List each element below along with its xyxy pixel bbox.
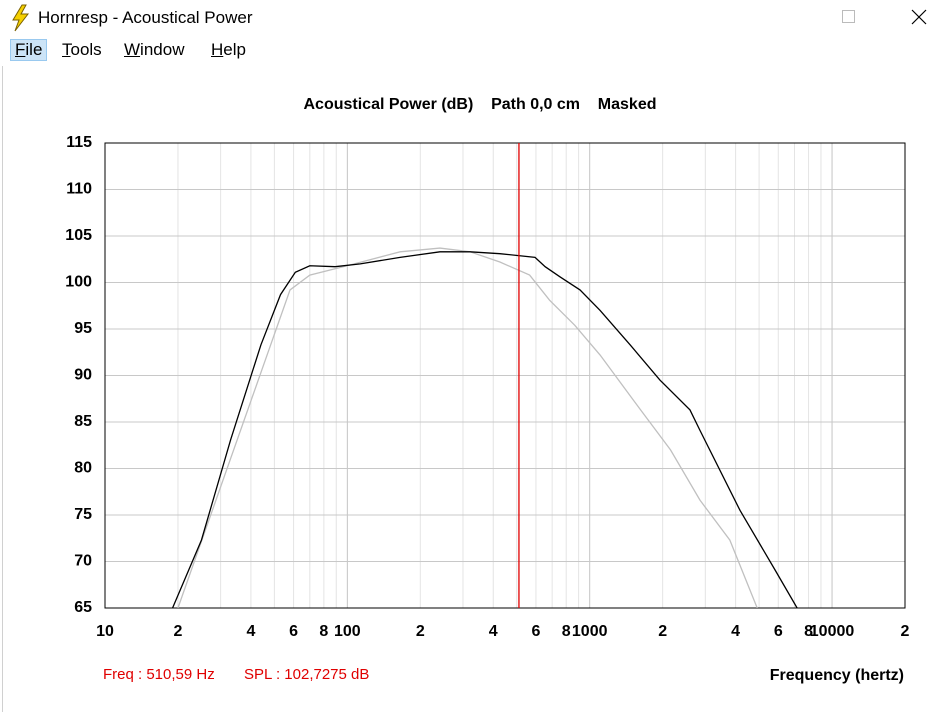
y-tick-label: 95 (74, 320, 92, 337)
response-curve (177, 247, 758, 608)
y-tick-label: 65 (74, 599, 92, 616)
menu-item[interactable]: Tools (62, 40, 102, 59)
x-tick-label: 8 (804, 623, 813, 640)
x-tick-label: 10 (96, 623, 114, 640)
x-tick-label: 4 (489, 623, 498, 640)
response-curve (171, 251, 798, 608)
chart-title: Acoustical Power (dB) Path 0,0 cm Masked (304, 96, 657, 113)
y-tick-label: 110 (66, 181, 92, 198)
y-tick-label: 105 (65, 227, 92, 244)
x-tick-label: 6 (531, 623, 540, 640)
menu-item[interactable]: Help (211, 40, 246, 59)
close-button[interactable] (911, 9, 927, 25)
x-tick-label: 6 (289, 623, 298, 640)
client-area (2, 66, 950, 712)
menu-item[interactable]: File (10, 39, 48, 61)
app-icon (12, 4, 30, 32)
x-tick-label: 2 (174, 623, 183, 640)
x-tick-label: 6 (774, 623, 783, 640)
menu-bar: File Tools Window Help (0, 36, 951, 64)
y-tick-label: 85 (74, 413, 92, 430)
x-tick-label: 2 (901, 623, 910, 640)
x-tick-label: 4 (246, 623, 255, 640)
window-controls (842, 9, 927, 25)
y-tick-label: 80 (74, 460, 92, 477)
x-tick-label: 1000 (572, 623, 608, 640)
status-freq: Freq : 510,59 Hz (103, 666, 215, 683)
x-tick-label: 10000 (810, 623, 855, 640)
title-bar: Hornresp - Acoustical Power (0, 0, 951, 36)
x-tick-label: 8 (562, 623, 571, 640)
x-tick-label: 4 (731, 623, 740, 640)
plot-series (171, 247, 798, 608)
y-tick-label: 115 (66, 134, 92, 151)
menu-item[interactable]: Window (124, 40, 185, 59)
x-tick-label: 100 (334, 623, 361, 640)
y-tick-label: 75 (74, 506, 92, 523)
x-tick-label: 2 (658, 623, 667, 640)
x-tick-label: 2 (416, 623, 425, 640)
y-tick-label: 90 (74, 367, 92, 384)
x-tick-label: 8 (319, 623, 328, 640)
y-tick-label: 70 (74, 553, 92, 570)
x-axis-label: Frequency (hertz) (770, 667, 904, 684)
plot-frame (104, 142, 906, 609)
window-title: Hornresp - Acoustical Power (38, 8, 253, 27)
maximize-button[interactable] (842, 10, 855, 23)
y-tick-label: 100 (65, 274, 92, 291)
status-spl: SPL : 102,7275 dB (244, 666, 370, 683)
